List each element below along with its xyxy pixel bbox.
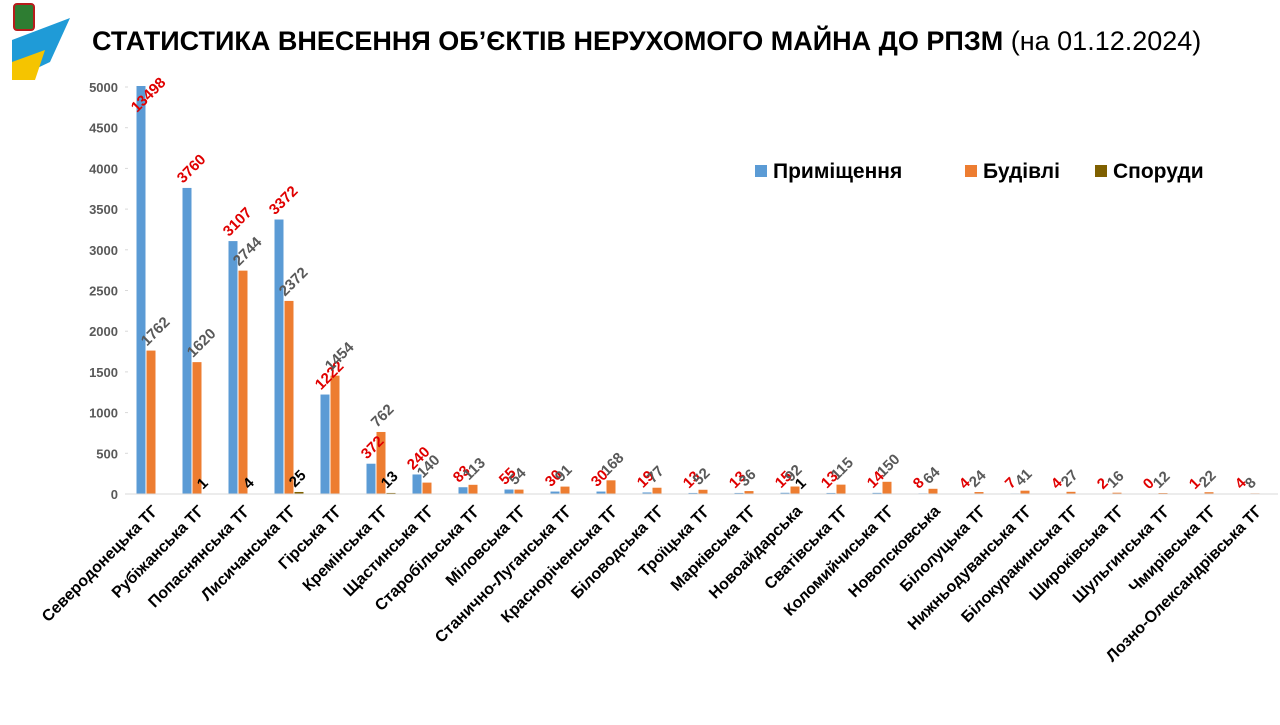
legend-swatch: [755, 165, 767, 177]
bar: [653, 488, 662, 494]
bar: [505, 490, 514, 494]
legend-label: Споруди: [1113, 160, 1204, 183]
bar: [367, 464, 376, 494]
bar: [929, 489, 938, 494]
y-tick-label: 500: [96, 446, 118, 461]
value-label: 762: [368, 401, 398, 431]
value-label: 3760: [174, 151, 210, 187]
logo: [12, 4, 70, 80]
bar: [469, 485, 478, 494]
y-tick-label: 3000: [89, 243, 118, 258]
bar: [183, 188, 192, 494]
legend-label: Приміщення: [773, 160, 902, 183]
x-tick-label: Марківська ТГ: [668, 503, 760, 595]
bar: [285, 301, 294, 494]
x-tick-label: Сватівська ТГ: [762, 503, 852, 593]
y-tick-label: 1000: [89, 406, 118, 421]
legend-swatch: [1095, 165, 1107, 177]
bar: [1021, 491, 1030, 494]
y-tick-label: 0: [111, 487, 118, 502]
value-label: 13498: [128, 74, 170, 116]
bar: [137, 0, 146, 494]
bar: [147, 351, 156, 494]
bar: [413, 474, 422, 494]
subtitle: (на 01.12.2024): [1011, 26, 1202, 56]
bar: [515, 490, 524, 494]
y-tick-label: 1500: [89, 365, 118, 380]
bar: [699, 490, 708, 494]
bar: [561, 487, 570, 494]
bar: [239, 271, 248, 494]
y-tick-label: 4000: [89, 161, 118, 176]
plot-area: [137, 0, 1260, 494]
y-tick-label: 2500: [89, 284, 118, 299]
bar: [229, 241, 238, 494]
bar: [275, 220, 284, 494]
title: СТАТИСТИКА ВНЕСЕННЯ ОБ’ЄКТІВ НЕРУХОМОГО …: [92, 25, 1003, 56]
bar: [459, 487, 468, 494]
y-tick-label: 5000: [89, 80, 118, 95]
x-tick-label: Міловська ТГ: [443, 503, 530, 590]
bar: [423, 483, 432, 494]
bar: [837, 485, 846, 494]
chart-title: СТАТИСТИКА ВНЕСЕННЯ ОБ’ЄКТІВ НЕРУХОМОГО …: [92, 25, 1201, 56]
y-tick-label: 4500: [89, 121, 118, 136]
bar: [331, 376, 340, 494]
legend-swatch: [965, 165, 977, 177]
legend-label: Будівлі: [983, 160, 1060, 183]
bar: [193, 362, 202, 494]
x-tick-label: Кремінська ТГ: [300, 503, 392, 595]
x-tick-label: Білолуцька ТГ: [897, 503, 990, 596]
y-tick-label: 3500: [89, 202, 118, 217]
value-label: 3107: [220, 204, 256, 240]
value-label: 2744: [230, 233, 266, 269]
y-tick-label: 2000: [89, 324, 118, 339]
bar: [321, 395, 330, 494]
value-label: 3372: [266, 183, 302, 219]
bar: [607, 480, 616, 494]
